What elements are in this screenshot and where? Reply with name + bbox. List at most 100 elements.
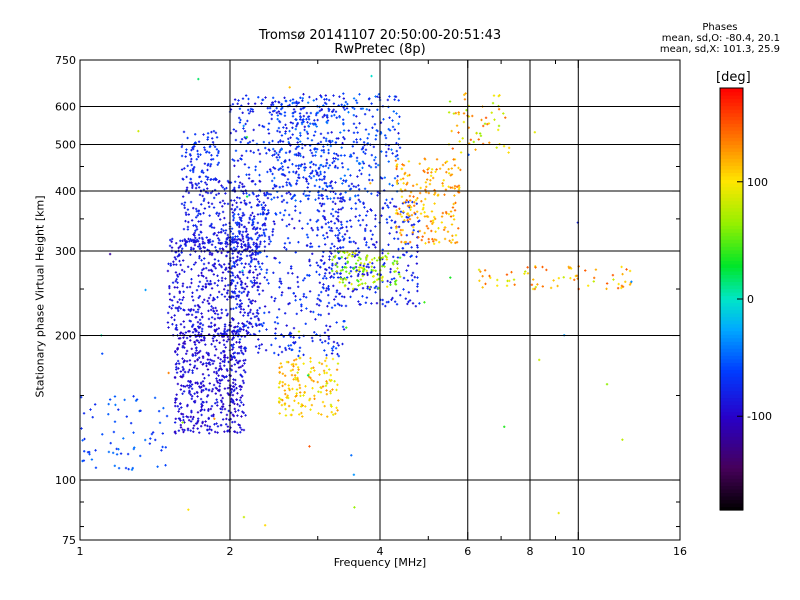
data-point xyxy=(210,202,214,206)
data-point xyxy=(214,246,217,249)
data-point xyxy=(244,349,247,353)
data-point xyxy=(194,310,198,314)
data-point xyxy=(214,306,217,310)
data-point xyxy=(202,401,205,404)
data-point xyxy=(284,346,287,350)
data-point xyxy=(259,242,262,246)
data-point xyxy=(323,331,327,334)
data-point xyxy=(236,325,239,328)
data-point xyxy=(302,279,305,282)
data-point xyxy=(217,279,220,282)
data-point xyxy=(189,420,193,423)
data-point xyxy=(238,277,242,280)
data-point xyxy=(253,279,256,282)
data-point xyxy=(170,299,174,302)
data-point xyxy=(258,272,261,276)
data-point xyxy=(254,300,257,303)
data-point xyxy=(193,165,196,169)
data-point xyxy=(172,263,175,266)
data-point xyxy=(203,376,206,380)
data-point xyxy=(210,359,214,362)
data-point xyxy=(171,281,175,284)
data-point xyxy=(233,209,236,212)
data-point xyxy=(181,413,185,416)
data-point xyxy=(236,303,239,306)
data-point xyxy=(235,341,238,344)
data-point xyxy=(272,271,275,274)
data-point xyxy=(240,328,243,331)
data-point xyxy=(203,148,207,151)
data-point xyxy=(222,339,225,342)
data-point xyxy=(221,205,224,208)
data-point xyxy=(256,289,260,292)
data-point xyxy=(224,192,227,195)
data-point xyxy=(213,317,217,321)
data-point xyxy=(250,205,253,209)
data-point xyxy=(295,179,299,182)
data-point xyxy=(182,390,186,393)
data-point xyxy=(242,225,246,229)
data-point xyxy=(198,255,201,258)
data-point xyxy=(207,241,210,245)
data-point xyxy=(264,349,268,352)
data-point xyxy=(183,206,186,210)
data-point xyxy=(182,418,185,422)
data-point xyxy=(211,157,215,161)
data-point xyxy=(168,298,172,301)
data-point xyxy=(223,364,226,367)
data-point xyxy=(204,282,208,286)
data-point xyxy=(246,320,249,323)
data-point xyxy=(336,215,340,218)
data-point xyxy=(319,338,322,342)
data-point xyxy=(198,280,202,284)
data-point xyxy=(192,247,195,250)
data-point xyxy=(222,288,226,291)
data-point xyxy=(188,390,191,394)
data-point xyxy=(274,337,277,340)
data-point xyxy=(190,163,193,167)
data-point xyxy=(187,237,190,241)
data-point xyxy=(218,341,221,344)
data-point xyxy=(310,226,313,230)
data-point xyxy=(246,314,250,317)
data-point xyxy=(206,176,210,179)
data-point xyxy=(273,299,276,303)
data-point xyxy=(226,430,229,433)
data-point xyxy=(242,359,245,362)
data-point xyxy=(254,322,258,326)
data-point xyxy=(216,381,219,384)
data-point xyxy=(212,273,216,276)
data-point xyxy=(239,373,242,377)
data-point xyxy=(231,393,235,397)
data-point xyxy=(211,337,215,340)
data-point xyxy=(173,256,177,259)
data-point xyxy=(202,133,205,136)
data-point xyxy=(241,394,244,397)
data-point xyxy=(233,363,237,366)
data-point xyxy=(175,278,178,281)
data-point xyxy=(251,211,254,215)
data-point xyxy=(217,356,220,360)
data-point xyxy=(239,239,243,242)
data-point xyxy=(179,423,183,427)
data-point xyxy=(215,148,219,151)
data-point xyxy=(209,191,213,195)
data-point xyxy=(195,288,199,292)
data-point xyxy=(215,422,218,425)
data-point xyxy=(187,330,190,333)
data-point xyxy=(271,154,274,157)
data-point xyxy=(233,180,237,183)
data-point xyxy=(204,343,207,346)
data-point xyxy=(227,379,230,382)
data-point xyxy=(168,305,171,309)
data-point xyxy=(258,227,262,231)
data-point xyxy=(207,162,210,166)
data-point xyxy=(215,339,218,342)
data-point xyxy=(178,291,182,295)
data-point xyxy=(209,279,212,283)
data-point xyxy=(248,201,252,204)
data-point xyxy=(273,321,277,324)
data-point xyxy=(276,316,279,319)
data-point xyxy=(197,182,200,185)
data-point xyxy=(309,264,312,267)
